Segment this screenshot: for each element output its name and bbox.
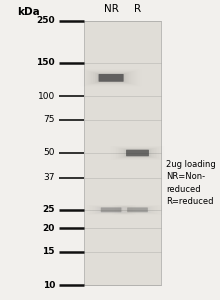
FancyBboxPatch shape [99,74,124,82]
Text: 37: 37 [44,173,55,182]
Text: NR: NR [104,4,119,14]
Text: 20: 20 [43,224,55,233]
FancyBboxPatch shape [101,207,121,212]
Text: 10: 10 [43,280,55,290]
Text: R: R [134,4,141,14]
Text: 25: 25 [42,205,55,214]
Text: 15: 15 [42,247,55,256]
FancyBboxPatch shape [127,207,148,212]
Text: kDa: kDa [17,7,40,17]
Text: 250: 250 [36,16,55,26]
Text: 150: 150 [36,58,55,68]
Text: 75: 75 [44,115,55,124]
FancyBboxPatch shape [126,150,149,156]
Text: 100: 100 [38,92,55,101]
Text: 50: 50 [44,148,55,158]
Text: 2ug loading
NR=Non-
reduced
R=reduced: 2ug loading NR=Non- reduced R=reduced [166,160,216,206]
Bar [84,21,161,285]
